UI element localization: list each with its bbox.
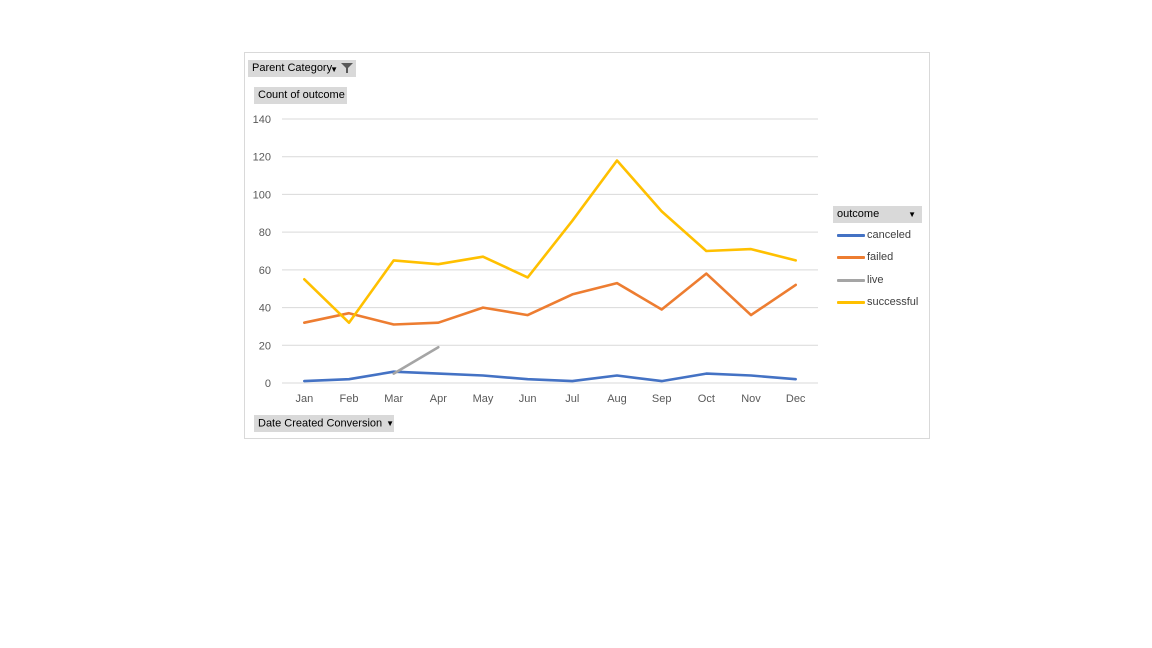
legend-label-failed: failed bbox=[867, 251, 894, 263]
data-point-successful-Apr[interactable] bbox=[435, 261, 441, 267]
dropdown-arrow-icon: ▼ bbox=[386, 419, 395, 428]
x-tick-label: Nov bbox=[741, 393, 761, 405]
legend-swatch-successful bbox=[837, 301, 865, 304]
x-tick-label: Jun bbox=[519, 393, 537, 405]
y-tick-label: 0 bbox=[265, 378, 271, 390]
legend-label-successful: successful bbox=[867, 296, 919, 308]
data-point-canceled-Aug[interactable] bbox=[614, 372, 620, 378]
data-point-successful-Sep[interactable] bbox=[659, 208, 665, 214]
y-tick-label: 40 bbox=[259, 303, 271, 315]
y-tick-label: 100 bbox=[253, 189, 271, 201]
series-line-successful[interactable] bbox=[302, 159, 798, 325]
data-point-successful-Nov[interactable] bbox=[748, 246, 754, 252]
date-axis-field-button[interactable]: Date Created Conversion ▼ bbox=[254, 415, 394, 432]
outcome-legend-field-button[interactable]: outcome ▼ bbox=[833, 206, 922, 223]
data-point-canceled-Nov[interactable] bbox=[748, 372, 754, 378]
y-tick-label: 60 bbox=[259, 265, 271, 277]
data-point-live-Mar[interactable] bbox=[391, 371, 397, 377]
value-field-button[interactable]: Count of outcome bbox=[254, 87, 347, 104]
outcome-field-label: outcome bbox=[837, 208, 880, 220]
data-point-failed-Jun[interactable] bbox=[525, 312, 531, 318]
y-tick-label: 120 bbox=[253, 152, 271, 164]
x-axis-ticks: Jan Feb Mar Apr May Jun Jul Aug Sep Oct Nov Dec bbox=[295, 393, 805, 405]
data-point-failed-May[interactable] bbox=[480, 305, 486, 311]
data-point-canceled-May[interactable] bbox=[480, 372, 486, 378]
chart-area bbox=[244, 52, 930, 439]
legend-swatch-live bbox=[837, 279, 865, 282]
y-axis-ticks: 0 20 40 60 80 100 120 140 bbox=[253, 114, 271, 390]
data-point-canceled-Feb[interactable] bbox=[346, 376, 352, 382]
series-line-failed[interactable] bbox=[302, 272, 798, 326]
data-point-canceled-Apr[interactable] bbox=[435, 371, 441, 377]
data-point-failed-Apr[interactable] bbox=[435, 320, 441, 326]
data-point-canceled-Jan[interactable] bbox=[301, 378, 307, 384]
data-point-successful-Jul[interactable] bbox=[569, 218, 575, 224]
data-point-failed-Jan[interactable] bbox=[301, 320, 307, 326]
dropdown-arrow-icon: ▼ bbox=[908, 210, 916, 219]
y-tick-label: 140 bbox=[253, 114, 271, 126]
data-point-failed-Nov[interactable] bbox=[748, 312, 754, 318]
data-point-failed-Dec[interactable] bbox=[793, 282, 799, 288]
x-tick-label: Oct bbox=[698, 393, 715, 405]
data-point-failed-Feb[interactable] bbox=[346, 310, 352, 316]
legend-swatch-canceled bbox=[837, 234, 865, 237]
data-point-failed-Sep[interactable] bbox=[659, 306, 665, 312]
data-point-successful-Aug[interactable] bbox=[614, 157, 620, 163]
data-point-canceled-Dec[interactable] bbox=[793, 376, 799, 382]
y-tick-label: 20 bbox=[259, 340, 271, 352]
data-point-failed-Oct[interactable] bbox=[703, 271, 709, 277]
legend-swatch-failed bbox=[837, 256, 865, 259]
data-point-canceled-Jun[interactable] bbox=[525, 376, 531, 382]
series-line-canceled[interactable] bbox=[302, 370, 798, 383]
legend-label-live: live bbox=[867, 274, 884, 286]
date-axis-field-label: Date Created Conversion bbox=[258, 417, 383, 430]
x-tick-label: Apr bbox=[430, 393, 447, 405]
data-point-successful-Mar[interactable] bbox=[391, 257, 397, 263]
x-tick-label: Sep bbox=[652, 393, 672, 405]
data-point-canceled-Sep[interactable] bbox=[659, 378, 665, 384]
data-point-successful-Oct[interactable] bbox=[703, 248, 709, 254]
y-tick-label: 80 bbox=[259, 227, 271, 239]
x-tick-label: Mar bbox=[384, 393, 403, 405]
data-point-successful-Jun[interactable] bbox=[525, 274, 531, 280]
parent-category-filter-button[interactable]: Parent Category ▼ bbox=[248, 60, 356, 77]
data-point-successful-Jan[interactable] bbox=[301, 276, 307, 282]
data-point-failed-Jul[interactable] bbox=[569, 291, 575, 297]
x-tick-label: Dec bbox=[786, 393, 806, 405]
data-point-canceled-Oct[interactable] bbox=[703, 371, 709, 377]
value-field-label: Count of outcome bbox=[258, 89, 345, 101]
data-point-live-Apr[interactable] bbox=[435, 344, 441, 350]
data-point-canceled-Jul[interactable] bbox=[569, 378, 575, 384]
data-point-failed-Aug[interactable] bbox=[614, 280, 620, 286]
data-point-failed-Mar[interactable] bbox=[391, 322, 397, 328]
x-tick-label: Jan bbox=[295, 393, 313, 405]
x-tick-label: Aug bbox=[607, 393, 627, 405]
dropdown-arrow-icon: ▼ bbox=[330, 65, 338, 74]
series-lines bbox=[301, 157, 799, 384]
legend-label-canceled: canceled bbox=[867, 229, 912, 241]
parent-category-label: Parent Category bbox=[252, 62, 333, 74]
data-point-successful-Dec[interactable] bbox=[793, 257, 799, 263]
data-point-successful-Feb[interactable] bbox=[346, 320, 352, 326]
funnel-filter-icon-stem bbox=[346, 68, 348, 73]
gridlines bbox=[282, 118, 818, 384]
x-tick-label: Feb bbox=[340, 393, 359, 405]
funnel-filter-icon bbox=[341, 63, 353, 69]
x-tick-label: May bbox=[473, 393, 494, 405]
series-line-live[interactable] bbox=[392, 345, 440, 375]
data-point-successful-May[interactable] bbox=[480, 254, 486, 260]
x-tick-label: Jul bbox=[565, 393, 579, 405]
